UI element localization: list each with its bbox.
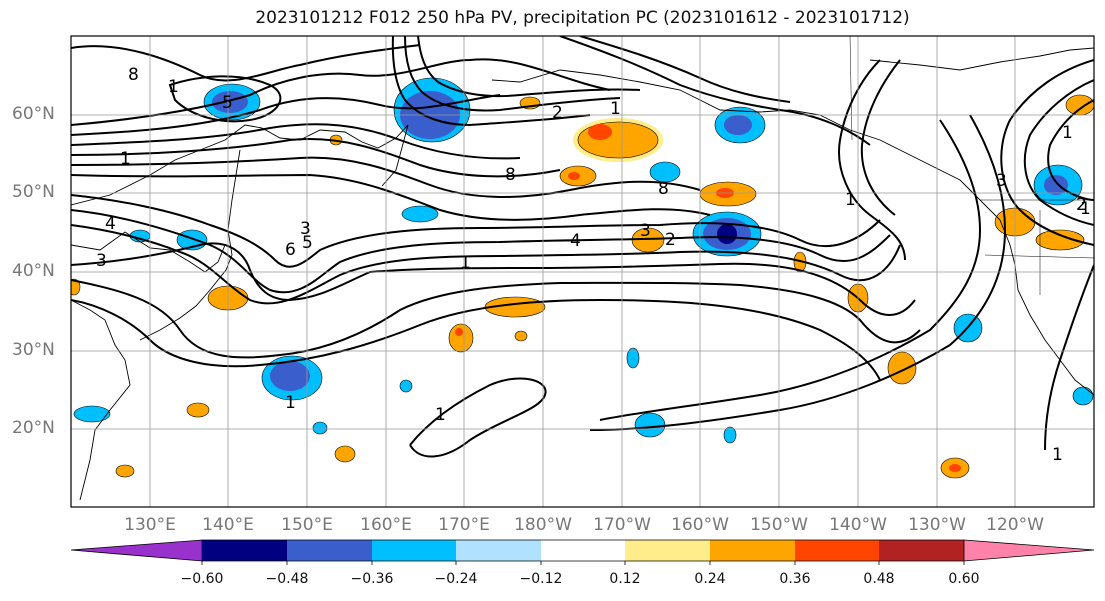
lon-label: 140°W (829, 515, 887, 535)
contour-label: 1 (1062, 123, 1073, 143)
colorbar-label: −0.36 (350, 571, 394, 587)
contour-label: 4 (105, 214, 116, 234)
contour-label: 2 (552, 103, 563, 123)
map-title: 2023101212 F012 250 hPa PV, precipitatio… (255, 8, 910, 28)
contour-label: 1 (168, 77, 179, 97)
lat-label: 50°N (12, 182, 55, 202)
colorbar-bin (795, 540, 879, 561)
colorbar-label: −0.24 (434, 571, 478, 587)
colorbar-label: −0.60 (180, 571, 224, 587)
contour-label: 8 (128, 65, 139, 85)
colorbar-label: 0.60 (948, 571, 980, 587)
colorbar-left-arrow (70, 539, 203, 562)
contour-label: 3 (640, 221, 651, 241)
contour-label: 2 (665, 230, 676, 250)
plot-frame (70, 35, 1095, 508)
contour-label: 3 (96, 251, 107, 271)
contour-label: 6 (285, 240, 296, 260)
contour-label: 5 (302, 233, 313, 253)
contour-labels: 8 1 5 1 2 1 1 4 3 3 6 5 8 2 1 3 2 1 4 1 … (96, 65, 1091, 465)
lon-label: 130°E (124, 515, 176, 535)
contour-label: 4 (570, 231, 581, 251)
colorbar-right-arrow (963, 539, 1095, 562)
lon-label: 170°E (438, 515, 490, 535)
lon-label: 150°E (281, 515, 333, 535)
colorbar-label: 0.36 (779, 571, 811, 587)
colorbar-bin (456, 540, 541, 561)
contour-label: 8 (658, 179, 669, 199)
contour-label: 5 (222, 93, 233, 113)
colorbar-bin (372, 540, 456, 561)
contour-label: 3 (300, 219, 311, 239)
contour-label: 3 (996, 171, 1007, 191)
contour-label: 1 (610, 99, 621, 119)
contour-label: 1 (285, 393, 296, 413)
colorbar-label: 0.24 (694, 571, 726, 587)
colorbar-label: −0.48 (265, 571, 309, 587)
lon-label: 170°W (593, 515, 651, 535)
pv-contours (71, 36, 1094, 458)
lat-label: 60°N (12, 104, 55, 124)
colorbar-bin (541, 540, 625, 561)
colorbar-label: −0.12 (519, 571, 563, 587)
graticule (71, 36, 1094, 507)
contour-label: 1 (1052, 445, 1063, 465)
colorbar-label: 0.48 (863, 571, 895, 587)
colorbar (70, 539, 1095, 565)
contour-label: 8 (505, 165, 516, 185)
lon-label: 150°W (750, 515, 808, 535)
contour-label: 2 (1076, 195, 1087, 215)
colorbar-label: 0.12 (609, 571, 641, 587)
lat-label: 20°N (12, 418, 55, 438)
lon-label: 120°W (986, 515, 1044, 535)
lon-label: 160°W (671, 515, 729, 535)
lat-label: 30°N (12, 340, 55, 360)
colorbar-bin (287, 540, 372, 561)
lon-label: 160°E (360, 515, 412, 535)
lon-label: 140°E (202, 515, 254, 535)
colorbar-bin (625, 540, 710, 561)
lon-label: 180°W (514, 515, 572, 535)
lon-label: 130°W (908, 515, 966, 535)
contour-label: 1 (1080, 199, 1091, 219)
contour-label: 1 (460, 253, 471, 273)
contour-label: 1 (845, 190, 856, 210)
lat-label: 40°N (12, 261, 55, 281)
colorbar-bin (202, 540, 287, 561)
contour-label: 1 (435, 405, 446, 425)
colorbar-bin (879, 540, 964, 561)
colorbar-bin (710, 540, 795, 561)
contour-label: 1 (120, 149, 131, 169)
